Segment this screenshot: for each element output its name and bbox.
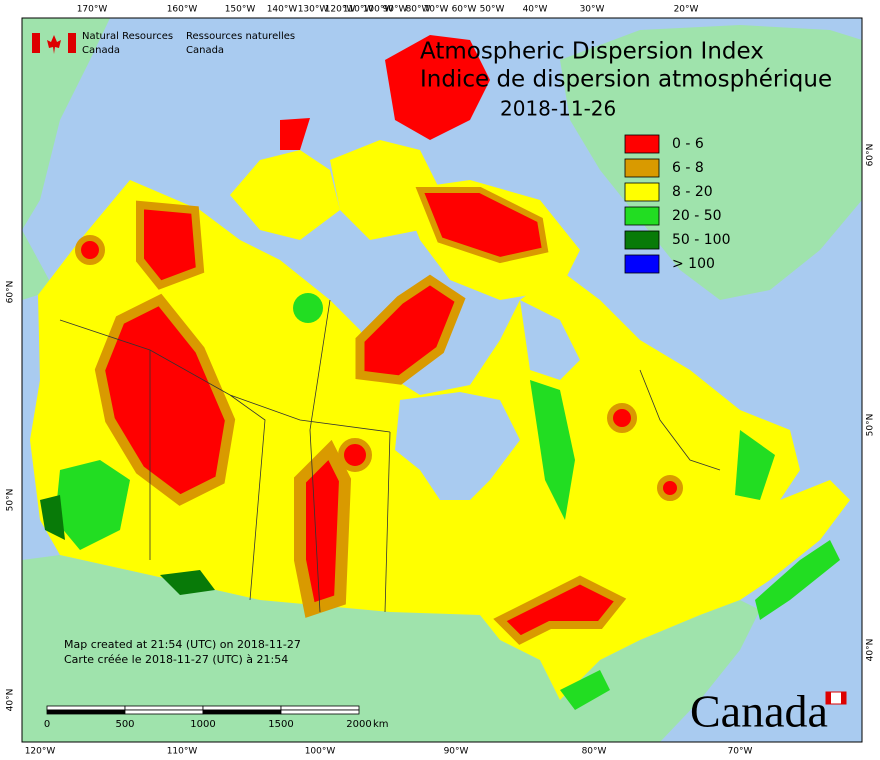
latitude-label: 40°N — [866, 639, 876, 662]
scale-label: 1500 — [268, 719, 293, 730]
area-low — [493, 575, 627, 645]
longitude-label: 30°W — [580, 5, 605, 15]
legend-swatch — [624, 254, 660, 274]
area-low — [136, 200, 205, 290]
latitude-label: 40°N — [6, 689, 16, 712]
scale-segment — [202, 709, 282, 715]
area-low — [355, 274, 466, 385]
legend-swatch — [624, 134, 660, 154]
title: Indice de dispersion atmosphérique — [420, 67, 832, 93]
legend-swatch — [624, 158, 660, 178]
longitude-label: 170°W — [77, 5, 108, 15]
scale-segment — [46, 709, 126, 715]
title: Atmospheric Dispersion Index — [420, 39, 764, 65]
wordmark-flag — [841, 692, 846, 704]
longitude-label: 100°W — [305, 747, 336, 757]
latitude-label: 60°N — [6, 281, 16, 304]
area-high — [530, 380, 575, 520]
area-low — [338, 438, 372, 472]
area-low — [294, 439, 352, 618]
wordmark: Canada — [690, 686, 828, 737]
area-low — [657, 475, 683, 501]
agency: Canada — [82, 45, 120, 56]
legend-label: 20 - 50 — [672, 208, 722, 224]
longitude-label: 90°W — [444, 747, 469, 757]
longitude-label: 110°W — [167, 747, 198, 757]
scale-segment — [280, 705, 360, 711]
flag-leaf — [47, 35, 61, 54]
greenland — [560, 25, 862, 300]
credit: Map created at 21:54 (UTC) on 2018-11-27 — [64, 638, 301, 651]
alaska — [22, 18, 110, 230]
island — [230, 150, 340, 240]
area-low — [415, 187, 549, 264]
longitude-label: 20°W — [674, 5, 699, 15]
legend-label: > 100 — [672, 256, 715, 272]
longitude-label: 40°W — [523, 5, 548, 15]
area-high — [55, 460, 130, 550]
area-high — [560, 670, 610, 710]
generated: 0 - 6 6 - 8 8 - 20 20 - 50 50 - 100 > 100 170°… — [6, 5, 876, 757]
area-low — [607, 403, 637, 433]
longitude-label: 100°W — [363, 5, 394, 15]
area-low — [94, 293, 236, 506]
legend-swatch — [624, 206, 660, 226]
longitude-label: 140°W — [267, 5, 298, 15]
scale-label: 1000 — [190, 719, 215, 730]
scale-segment — [202, 705, 282, 711]
latitude-label: 50°N — [866, 414, 876, 437]
longitude-label: 50°W — [480, 5, 505, 15]
longitude-label: 60°W — [452, 5, 477, 15]
longitude-label: 80°W — [406, 5, 431, 15]
latitude-label: 60°N — [866, 144, 876, 167]
agency: Canada — [186, 45, 224, 56]
area-very-high — [160, 570, 215, 595]
agency: Natural Resources — [82, 31, 173, 42]
frame — [21, 17, 863, 743]
scale-segment — [124, 705, 204, 711]
legend-swatch — [624, 230, 660, 250]
agency: Ressources naturelles — [186, 31, 295, 42]
scale-label: 0 — [44, 719, 50, 730]
area-very-high — [40, 495, 65, 540]
credit: Carte créée le 2018-11-27 (UTC) à 21:54 — [64, 653, 288, 666]
scale-segment — [124, 709, 204, 715]
longitude-label: 110°W — [343, 5, 374, 15]
legend-label: 8 - 20 — [672, 184, 713, 200]
date: 2018-11-26 — [500, 97, 616, 121]
legend-label: 50 - 100 — [672, 232, 731, 248]
legend-label: 0 - 6 — [672, 136, 704, 152]
hudson-bay — [395, 392, 520, 500]
flag-bar — [68, 33, 76, 53]
longitude-label: 150°W — [225, 5, 256, 15]
area-low — [75, 235, 105, 265]
longitude-label: 160°W — [167, 5, 198, 15]
longitude-label: 70°W — [424, 5, 449, 15]
longitude-label: 80°W — [582, 747, 607, 757]
area-high — [755, 540, 840, 620]
longitude-label: 70°W — [728, 747, 753, 757]
latitude-label: 50°N — [6, 489, 16, 512]
island — [280, 118, 310, 150]
scale-label: 500 — [115, 719, 134, 730]
legend-label: 6 - 8 — [672, 160, 704, 176]
legend-swatch — [624, 182, 660, 202]
longitude-label: 130°W — [298, 5, 329, 15]
scale-segment — [46, 705, 126, 711]
hudson-strait — [520, 300, 580, 380]
longitude-label: 90°W — [383, 5, 408, 15]
longitude-label: 120°W — [25, 747, 56, 757]
border — [59, 299, 721, 613]
area-high — [735, 430, 775, 500]
ellesmere-island — [385, 35, 490, 140]
scale-segment — [280, 709, 360, 715]
area-high — [293, 293, 323, 323]
scale-label: 2000 — [346, 719, 371, 730]
wordmark-flag — [826, 692, 831, 704]
longitude-label: 120°W — [325, 5, 356, 15]
scale-unit: km — [373, 719, 389, 730]
flag-bar — [32, 33, 40, 53]
